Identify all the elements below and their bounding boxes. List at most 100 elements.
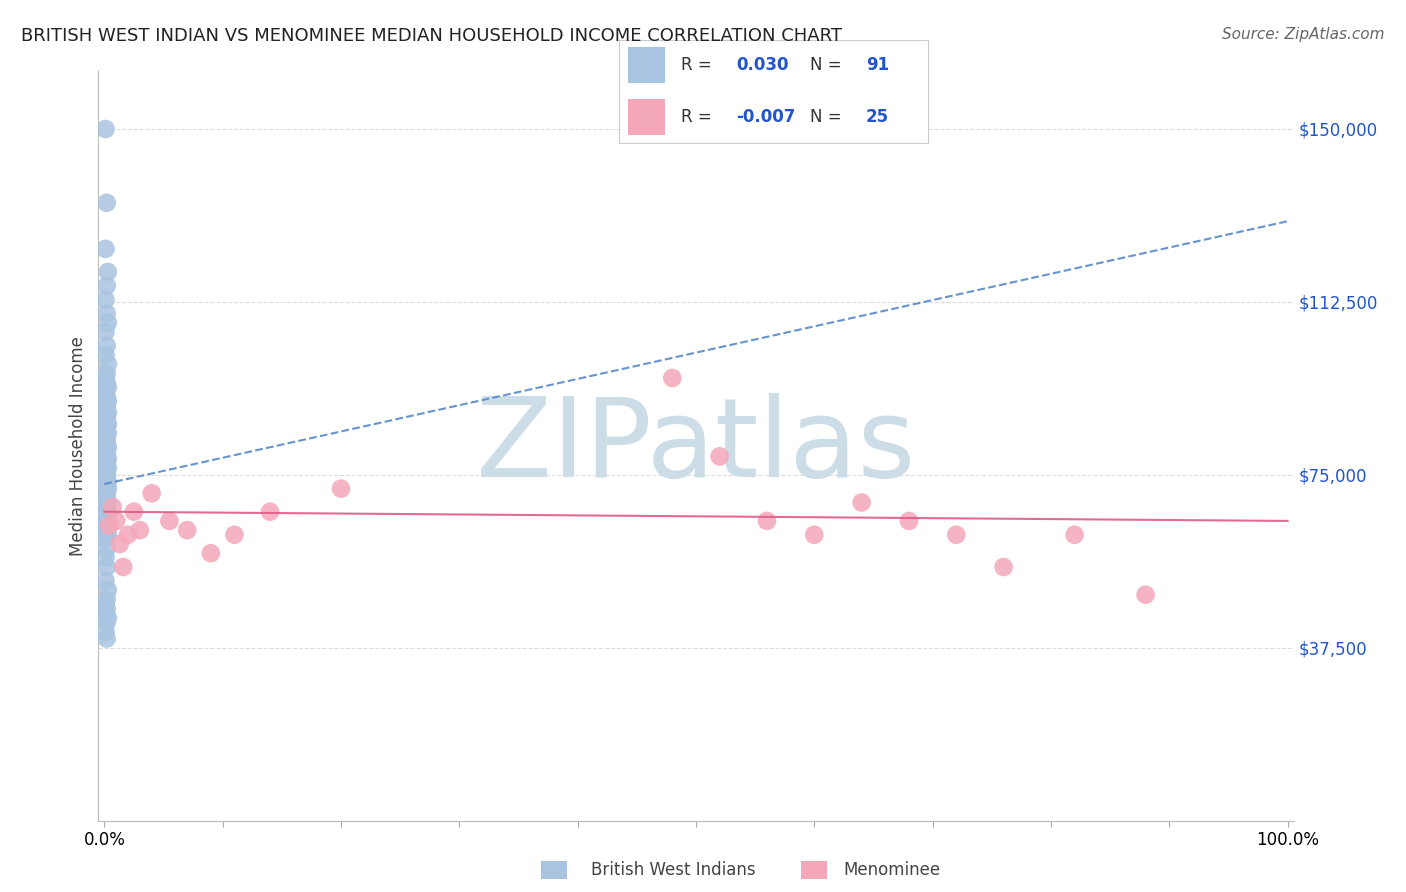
Point [94,486,117,500]
Point [96,632,118,646]
Point [97,417,120,431]
Point [94,491,117,505]
Point [945,528,967,542]
Point [97,380,120,394]
Point [122,505,145,519]
Point [97,440,120,454]
Point [1063,528,1085,542]
Point [97,426,120,441]
Point [96,601,118,615]
Point [97,451,120,466]
Point [94,624,117,639]
Point [96,483,118,498]
Point [96,477,118,491]
Text: 25: 25 [866,108,889,126]
Point [94,502,117,516]
Point [803,528,825,542]
Text: British West Indians: British West Indians [591,861,755,879]
Point [101,500,124,514]
Point [851,495,873,509]
Point [94,422,117,436]
Point [97,394,120,409]
Point [94,606,117,620]
Point [1135,588,1157,602]
Point [97,406,120,420]
Point [94,509,117,524]
Point [112,560,135,574]
Point [96,195,118,210]
Point [96,592,118,607]
Point [96,419,118,434]
Point [94,415,117,429]
Point [94,122,117,136]
Text: ZIPatlas: ZIPatlas [477,392,915,500]
Point [94,428,117,442]
Point [108,537,131,551]
Point [755,514,778,528]
Point [96,505,118,519]
Point [97,357,120,371]
Point [94,597,117,611]
Point [128,523,150,537]
Point [94,550,117,565]
Point [97,516,120,531]
Point [661,371,683,385]
Point [94,371,117,385]
Point [94,399,117,413]
Point [96,523,118,537]
Y-axis label: Median Household Income: Median Household Income [69,336,87,556]
Point [96,435,118,450]
Point [94,463,117,477]
Point [96,454,118,468]
Point [96,306,118,320]
Point [94,479,117,493]
Bar [628,99,665,135]
Text: 0.030: 0.030 [737,56,789,74]
Point [94,533,117,547]
Point [96,367,118,381]
Point [94,242,117,256]
Text: Menominee: Menominee [844,861,941,879]
Point [94,438,117,452]
Text: 91: 91 [866,56,889,74]
Point [94,444,117,458]
Point [94,472,117,486]
Point [96,339,118,353]
Point [97,475,120,489]
Text: N =: N = [810,108,848,126]
Point [94,403,117,417]
Point [96,408,118,422]
Point [96,518,118,533]
Point [94,434,117,448]
Point [96,466,118,480]
Point [94,410,117,425]
Point [96,615,118,630]
Point [97,507,120,521]
Point [96,424,118,438]
Point [94,498,117,512]
Point [97,583,120,598]
Text: R =: R = [681,56,717,74]
Point [96,442,118,457]
Point [176,523,198,537]
Point [157,514,180,528]
Point [141,486,163,500]
Point [96,376,118,390]
Point [96,278,118,293]
Point [97,265,120,279]
Point [897,514,920,528]
Text: R =: R = [681,108,717,126]
Point [94,325,117,339]
Bar [628,47,665,83]
Text: N =: N = [810,56,848,74]
Text: BRITISH WEST INDIAN VS MENOMINEE MEDIAN HOUSEHOLD INCOME CORRELATION CHART: BRITISH WEST INDIAN VS MENOMINEE MEDIAN … [21,27,842,45]
Point [97,482,120,496]
Point [96,401,118,415]
Point [97,528,120,542]
Point [259,505,281,519]
Point [96,489,118,503]
Point [94,450,117,464]
Point [94,392,117,406]
Point [96,470,118,484]
Text: -0.007: -0.007 [737,108,796,126]
